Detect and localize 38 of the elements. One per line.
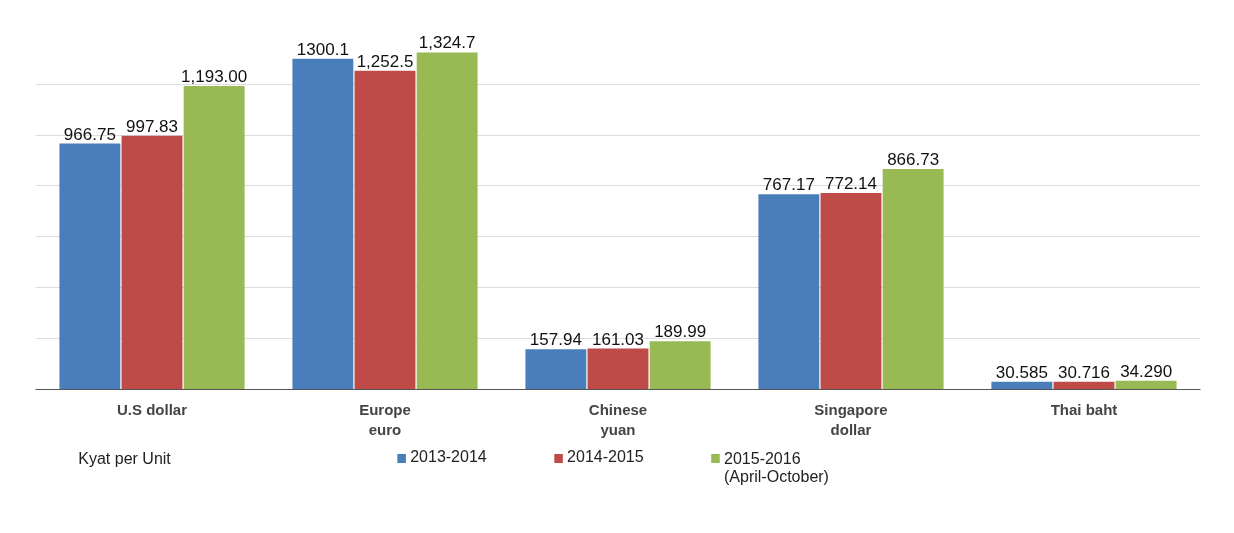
bar (649, 341, 711, 390)
bar (183, 85, 245, 390)
data-label: 1,252.5 (356, 51, 414, 71)
data-label: 997.83 (126, 116, 178, 136)
data-label: 157.94 (529, 330, 582, 350)
data-label: 1300.1 (296, 39, 349, 59)
bar (991, 381, 1053, 390)
data-label: 866.73 (887, 149, 940, 169)
bar (587, 348, 649, 390)
data-label: 1,324.7 (418, 33, 476, 53)
x-tick-label: Europe euro (359, 400, 411, 438)
data-label: 34.290 (1120, 361, 1173, 381)
x-tick-label: Singapore dollar (814, 400, 888, 438)
bar (525, 349, 587, 390)
bar (121, 135, 183, 390)
data-label: 189.99 (654, 322, 707, 342)
x-tick-label: Thai baht (1050, 400, 1118, 418)
data-label: 772.14 (825, 174, 877, 194)
legend-label: 2013-2014 (410, 447, 487, 465)
bar (1115, 380, 1177, 390)
bar (882, 168, 944, 390)
data-label: 30.585 (995, 362, 1048, 382)
bar (820, 193, 882, 390)
data-label: 1,193.00 (181, 66, 248, 86)
data-label: 30.716 (1058, 362, 1110, 382)
text: Kyat per Unit (78, 449, 172, 467)
bar (416, 52, 478, 390)
x-tick-label: Chinese yuan (588, 400, 648, 438)
bar (292, 58, 354, 390)
legend-label: 2015-2016 (April-October) (724, 449, 829, 486)
bar (59, 143, 121, 390)
legend-label: 2014-2015 (567, 447, 644, 465)
data-label: 966.75 (63, 124, 116, 144)
bar (758, 194, 820, 390)
x-tick-label: U.S dollar (116, 400, 188, 418)
data-label: 161.03 (592, 329, 644, 349)
bar (354, 70, 416, 390)
data-label: 767.17 (762, 175, 815, 195)
